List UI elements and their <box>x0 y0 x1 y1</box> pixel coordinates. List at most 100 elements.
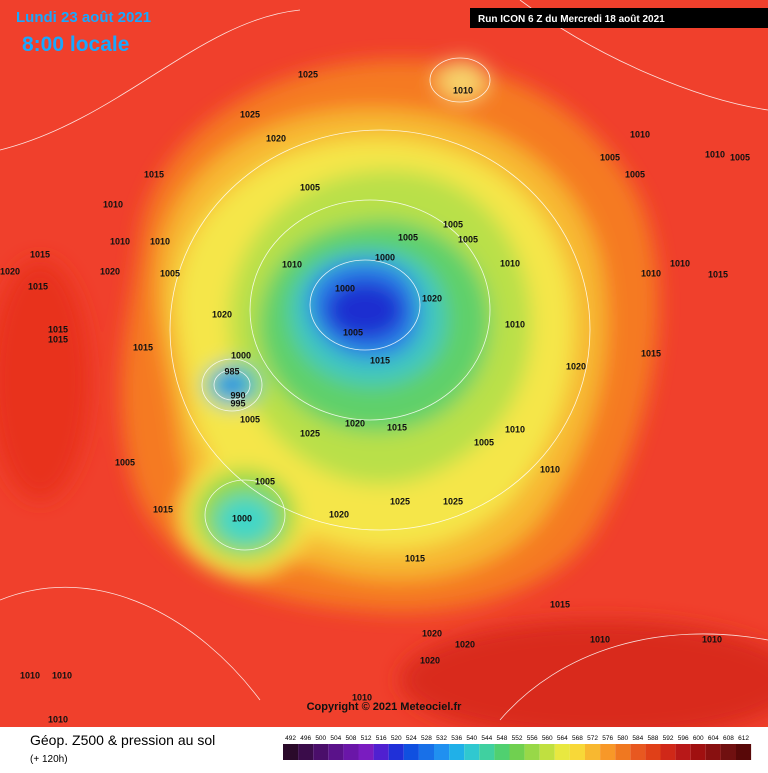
footer-title: Géop. Z500 & pression au sol <box>30 732 215 748</box>
pressure-label: 1010 <box>500 258 520 268</box>
scale-label: 496 <box>300 735 311 742</box>
pressure-label: 1010 <box>453 85 473 95</box>
scale-swatch <box>675 744 691 760</box>
scale-label: 528 <box>421 735 432 742</box>
copyright: Copyright © 2021 Meteociel.fr <box>307 701 463 713</box>
scale-label: 516 <box>376 735 387 742</box>
scale-swatch <box>283 744 299 760</box>
pressure-label: 1005 <box>255 476 275 486</box>
scale-label: 524 <box>406 735 417 742</box>
pressure-label: 1010 <box>352 692 372 702</box>
scale-swatch <box>569 744 585 760</box>
pressure-label: 1010 <box>590 634 610 644</box>
scale-swatch <box>645 744 661 760</box>
lead-time: (+ 120h) <box>30 754 68 765</box>
pressure-label: 1015 <box>641 348 661 358</box>
pressure-label: 1000 <box>231 350 251 360</box>
pressure-label: 985 <box>224 366 239 376</box>
geopotential-field <box>0 60 768 740</box>
scale-label: 584 <box>632 735 643 742</box>
pressure-label: 1025 <box>443 496 463 506</box>
pressure-label: 1010 <box>540 464 560 474</box>
pressure-label: 1015 <box>405 553 425 563</box>
pressure-label: 1015 <box>48 324 68 334</box>
pressure-label: 1010 <box>110 236 130 246</box>
scale-swatch <box>298 744 314 760</box>
scale-swatch <box>524 744 540 760</box>
run-box <box>470 8 768 28</box>
pressure-label: 995 <box>230 398 245 408</box>
pressure-label: 1015 <box>370 355 390 365</box>
scale-swatch <box>585 744 601 760</box>
pressure-label: 1015 <box>133 342 153 352</box>
pressure-label: 1010 <box>702 634 722 644</box>
pressure-label: 1010 <box>48 714 68 724</box>
pressure-label: 1020 <box>329 509 349 519</box>
scale-label: 532 <box>436 735 447 742</box>
pressure-label: 1005 <box>625 169 645 179</box>
scale-swatch <box>388 744 404 760</box>
scale-label: 568 <box>572 735 583 742</box>
pressure-label: 1005 <box>300 182 320 192</box>
scale-swatch <box>464 744 480 760</box>
pressure-label: 1020 <box>422 293 442 303</box>
pressure-label: 1005 <box>443 219 463 229</box>
scale-label: 596 <box>678 735 689 742</box>
scale-label: 540 <box>466 735 477 742</box>
pressure-label: 1010 <box>630 129 650 139</box>
scale-swatch <box>343 744 359 760</box>
pressure-label: 1020 <box>420 655 440 665</box>
scale-swatch <box>554 744 570 760</box>
pressure-label: 1005 <box>160 268 180 278</box>
pressure-label: 1015 <box>144 169 164 179</box>
pressure-label: 1020 <box>422 628 442 638</box>
scale-swatch <box>418 744 434 760</box>
pressure-label: 1005 <box>115 457 135 467</box>
scale-label: 492 <box>285 735 296 742</box>
scale-swatch <box>539 744 555 760</box>
scale-swatch <box>328 744 344 760</box>
pressure-label: 1015 <box>30 249 50 259</box>
scale-label: 608 <box>723 735 734 742</box>
pressure-label: 1015 <box>387 422 407 432</box>
scale-swatch <box>313 744 329 760</box>
pressure-label: 1010 <box>505 424 525 434</box>
pressure-label: 1010 <box>52 670 72 680</box>
pressure-label: 1020 <box>212 309 232 319</box>
color-scale: 492 496 500 504 508 512 516 520 524 528 532 536 540 5… <box>283 735 752 760</box>
pressure-label: 1010 <box>103 199 123 209</box>
isobars <box>0 0 768 721</box>
pressure-label: 1010 <box>670 258 690 268</box>
scale-label: 508 <box>346 735 357 742</box>
pressure-label: 1010 <box>150 236 170 246</box>
date: Lundi 23 août 2021 <box>16 9 151 26</box>
pressure-label: 1005 <box>600 152 620 162</box>
pressure-label: 1015 <box>153 504 173 514</box>
pressure-label: 1020 <box>0 266 20 276</box>
pressure-label: 1010 <box>641 268 661 278</box>
scale-swatch <box>736 744 752 760</box>
pressure-label: 1015 <box>708 269 728 279</box>
scale-label: 576 <box>602 735 613 742</box>
scale-label: 504 <box>330 735 341 742</box>
scale-label: 612 <box>738 735 749 742</box>
scale-label: 580 <box>617 735 628 742</box>
pressure-label: 1020 <box>345 418 365 428</box>
scale-swatch <box>434 744 450 760</box>
pressure-label: 1010 <box>20 670 40 680</box>
scale-swatch <box>403 744 419 760</box>
scale-label: 560 <box>542 735 553 742</box>
scale-swatch <box>630 744 646 760</box>
scale-label: 588 <box>648 735 659 742</box>
scale-swatch <box>479 744 495 760</box>
pressure-label: 1025 <box>240 109 260 119</box>
pressure-label: 1000 <box>232 513 252 523</box>
pressure-label: 1025 <box>390 496 410 506</box>
scale-swatch <box>449 744 465 760</box>
pressure-labels: 1025 1010 1025 1020 1015 1005 1010 1005 1005 1010… <box>0 69 750 724</box>
pressure-label: 1000 <box>375 252 395 262</box>
pressure-label: 1005 <box>730 152 750 162</box>
pressure-label: 990 <box>230 390 245 400</box>
scale-label: 512 <box>361 735 372 742</box>
